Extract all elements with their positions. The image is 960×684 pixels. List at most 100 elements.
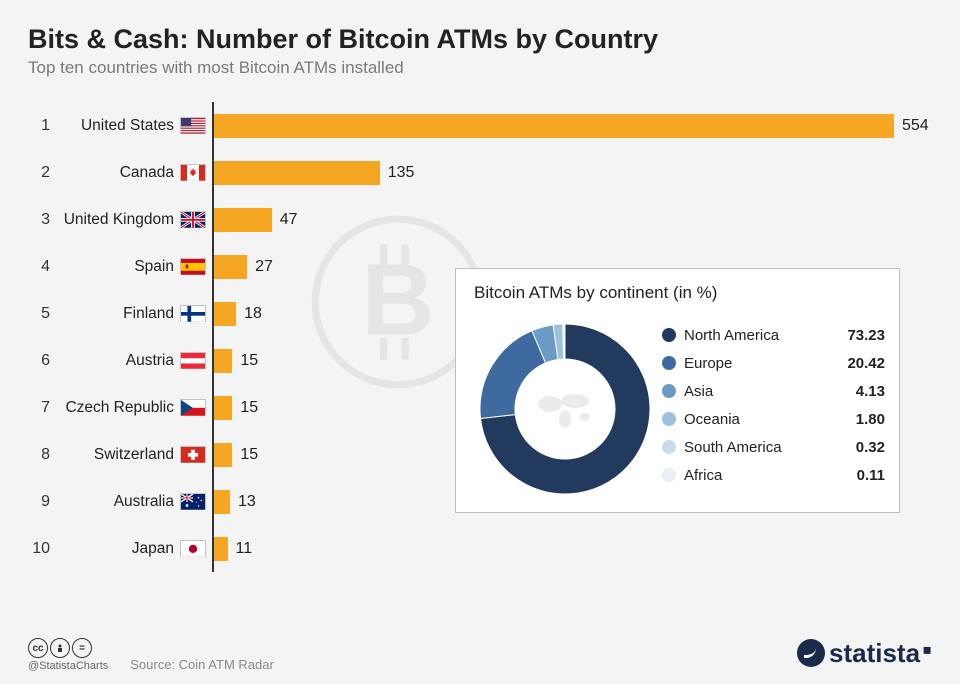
- footer: cc = @StatistaCharts Source: Coin ATM Ra…: [28, 634, 932, 672]
- bar-track: 47: [212, 196, 932, 243]
- twitter-handle: @StatistaCharts: [28, 660, 108, 672]
- statista-logo: statista ▪: [797, 634, 932, 672]
- bar-track: 135: [212, 149, 932, 196]
- bar-value: 15: [240, 446, 258, 464]
- legend-label: Asia: [684, 383, 835, 400]
- world-map-icon: [538, 394, 590, 428]
- flag-icon: [180, 399, 206, 416]
- flag-icon: [180, 540, 206, 557]
- legend-row: South America0.32: [662, 433, 885, 461]
- legend-label: North America: [684, 327, 835, 344]
- bar-row: 1United States 554: [28, 102, 932, 149]
- flag-icon: [180, 352, 206, 369]
- rank: 9: [28, 493, 50, 511]
- country-label: United States: [50, 117, 180, 135]
- donut-legend: North America73.23Europe20.42Asia4.13Oce…: [660, 309, 885, 499]
- rank: 3: [28, 211, 50, 229]
- cc-icon: cc: [28, 638, 48, 658]
- chart-title: Bits & Cash: Number of Bitcoin ATMs by C…: [28, 24, 932, 55]
- legend-row: North America73.23: [662, 321, 885, 349]
- legend-value: 4.13: [835, 383, 885, 400]
- cc-license-icons: cc =: [28, 638, 108, 658]
- rank: 1: [28, 117, 50, 135]
- donut-title: Bitcoin ATMs by continent (in %): [456, 269, 899, 309]
- legend-label: Africa: [684, 467, 835, 484]
- country-label: Austria: [50, 352, 180, 370]
- flag-icon: [180, 258, 206, 275]
- chart-subtitle: Top ten countries with most Bitcoin ATMs…: [28, 58, 932, 78]
- bar-value: 13: [238, 493, 256, 511]
- bar: [214, 490, 230, 514]
- bar-row: 2Canada 135: [28, 149, 932, 196]
- flag-icon: [180, 446, 206, 463]
- by-icon: [50, 638, 70, 658]
- bar: [214, 161, 380, 185]
- legend-row: Africa0.11: [662, 461, 885, 489]
- legend-row: Oceania1.80: [662, 405, 885, 433]
- legend-value: 0.32: [835, 439, 885, 456]
- country-label: Australia: [50, 493, 180, 511]
- rank: 7: [28, 399, 50, 417]
- bar: [214, 255, 247, 279]
- legend-dot-icon: [662, 328, 676, 342]
- bar-row: 3United Kingdom 47: [28, 196, 932, 243]
- flag-icon: [180, 164, 206, 181]
- country-label: Czech Republic: [50, 399, 180, 417]
- bar-value: 47: [280, 211, 298, 229]
- rank: 5: [28, 305, 50, 323]
- donut-chart: [470, 309, 660, 499]
- bar-value: 15: [240, 352, 258, 370]
- statista-logo-icon: [797, 639, 825, 667]
- rank: 4: [28, 258, 50, 276]
- country-label: Japan: [50, 540, 180, 558]
- bar-value: 27: [255, 258, 273, 276]
- legend-dot-icon: [662, 356, 676, 370]
- donut-panel: Bitcoin ATMs by continent (in %) North A…: [455, 268, 900, 513]
- legend-row: Asia4.13: [662, 377, 885, 405]
- rank: 8: [28, 446, 50, 464]
- donut-slice: [564, 324, 565, 359]
- bar: [214, 302, 236, 326]
- legend-dot-icon: [662, 412, 676, 426]
- bar: [214, 396, 232, 420]
- bar-row: 10Japan 11: [28, 525, 932, 572]
- legend-label: South America: [684, 439, 835, 456]
- country-label: Switzerland: [50, 446, 180, 464]
- flag-icon: [180, 305, 206, 322]
- bar: [214, 114, 894, 138]
- legend-dot-icon: [662, 384, 676, 398]
- legend-label: Oceania: [684, 411, 835, 428]
- flag-icon: [180, 493, 206, 510]
- legend-dot-icon: [662, 468, 676, 482]
- legend-value: 73.23: [835, 327, 885, 344]
- country-label: Spain: [50, 258, 180, 276]
- bar: [214, 537, 228, 561]
- bar-track: 11: [212, 525, 932, 572]
- bar: [214, 349, 232, 373]
- bar-value: 11: [236, 540, 253, 558]
- rank: 10: [28, 540, 50, 558]
- country-label: Canada: [50, 164, 180, 182]
- country-label: Finland: [50, 305, 180, 323]
- legend-row: Europe20.42: [662, 349, 885, 377]
- bar-value: 18: [244, 305, 262, 323]
- bar: [214, 443, 232, 467]
- bar: [214, 208, 272, 232]
- legend-value: 1.80: [835, 411, 885, 428]
- bar-value: 554: [902, 117, 929, 135]
- rank: 6: [28, 352, 50, 370]
- legend-value: 20.42: [835, 355, 885, 372]
- nd-icon: =: [72, 638, 92, 658]
- flag-icon: [180, 117, 206, 134]
- donut-slice: [480, 331, 546, 419]
- bar-track: 554: [212, 102, 932, 149]
- flag-icon: [180, 211, 206, 228]
- country-label: United Kingdom: [50, 211, 180, 229]
- bar-value: 15: [240, 399, 258, 417]
- rank: 2: [28, 164, 50, 182]
- source-text: Source: Coin ATM Radar: [130, 657, 274, 672]
- legend-dot-icon: [662, 440, 676, 454]
- bar-value: 135: [388, 164, 415, 182]
- legend-value: 0.11: [835, 467, 885, 484]
- legend-label: Europe: [684, 355, 835, 372]
